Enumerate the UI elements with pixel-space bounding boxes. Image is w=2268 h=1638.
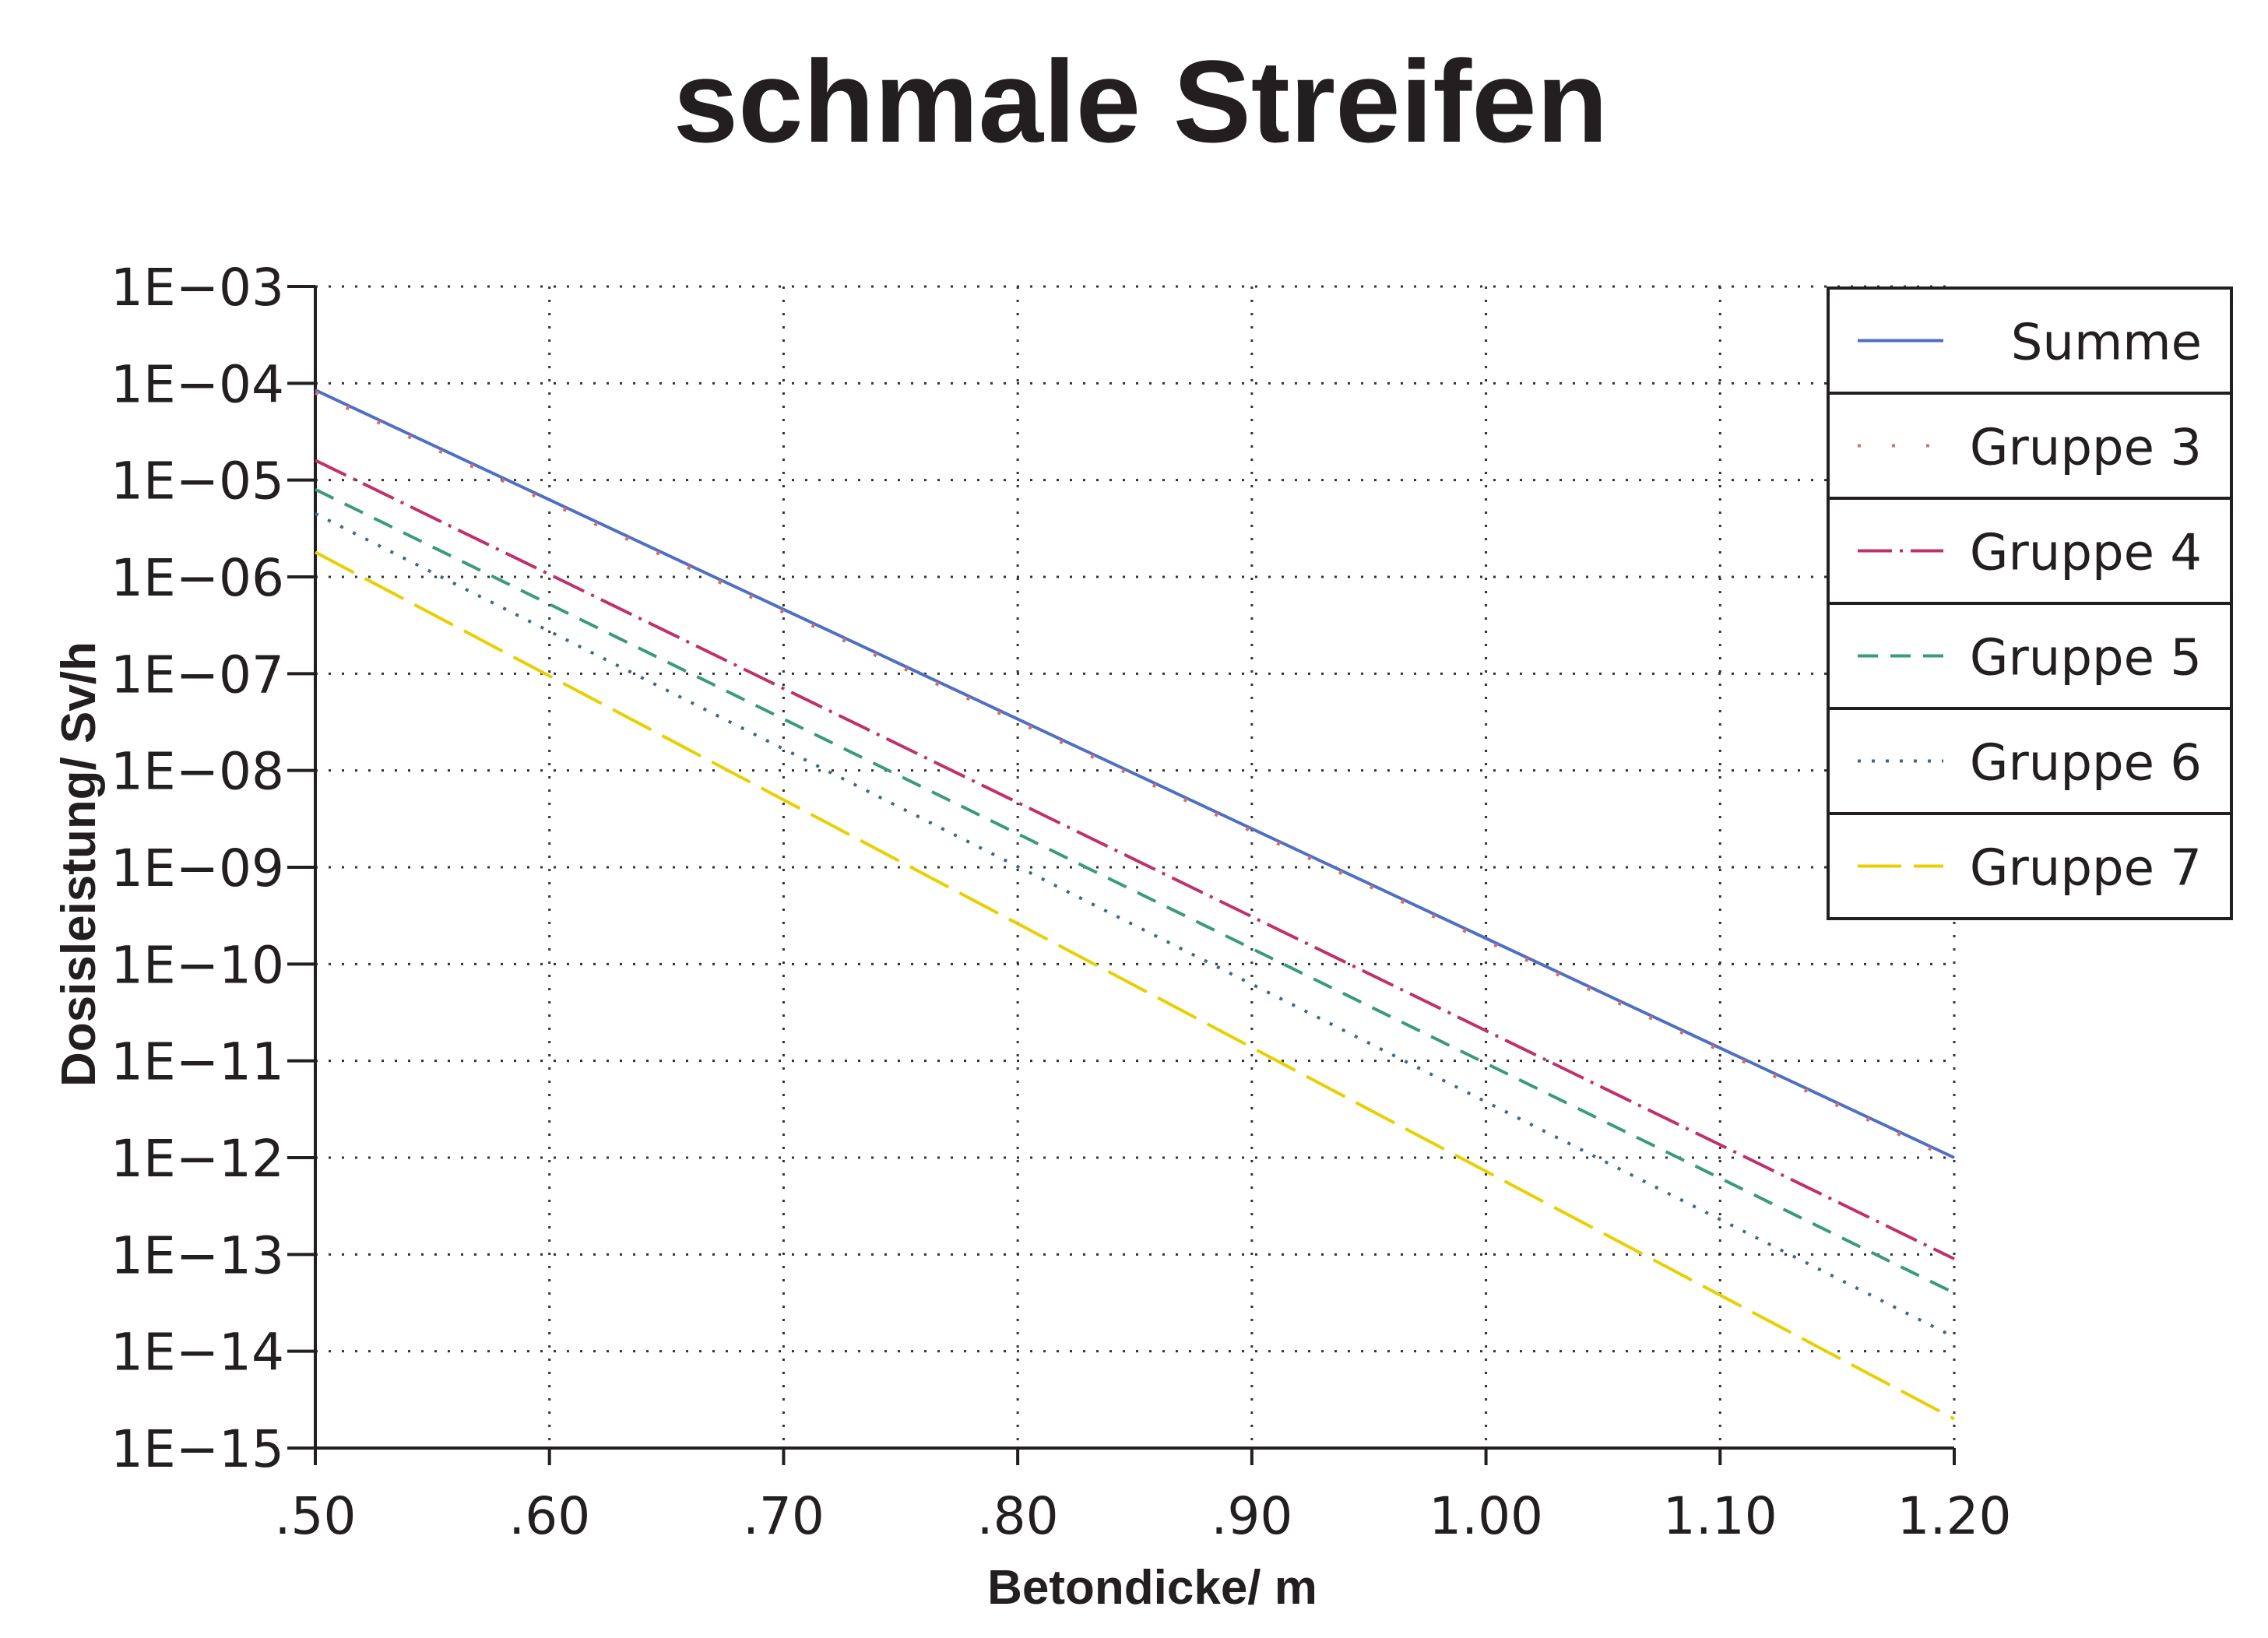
- y-tick-label: 1E−07: [111, 645, 284, 705]
- y-tick-label: 1E−10: [111, 935, 284, 995]
- legend-label: Gruppe 7: [1970, 840, 2202, 898]
- x-tick-label: .50: [275, 1486, 357, 1546]
- series-line-summe: [315, 388, 1955, 1159]
- y-axis-label: Dosisleistung/ Sv/h: [52, 641, 106, 1087]
- x-axis-label: Betondicke/ m: [987, 1561, 1317, 1615]
- legend-label: Gruppe 5: [1970, 630, 2202, 687]
- y-tick-label: 1E−09: [111, 838, 284, 898]
- series-line-gruppe-6: [315, 512, 1955, 1339]
- x-tick-label: .70: [743, 1486, 825, 1546]
- y-tick-label: 1E−15: [111, 1419, 284, 1479]
- series-line-gruppe-5: [315, 487, 1955, 1295]
- legend-label: Gruppe 4: [1970, 525, 2202, 582]
- x-tick-label: 1.10: [1663, 1486, 1777, 1546]
- legend-label: Gruppe 3: [1970, 420, 2202, 477]
- series-line-gruppe-4: [315, 459, 1955, 1260]
- y-tick-label: 1E−08: [111, 742, 284, 802]
- legend-label: Gruppe 6: [1970, 735, 2202, 793]
- legend-label: Summe: [2011, 315, 2202, 372]
- chart-title: schmale Streifen: [673, 36, 1609, 167]
- y-tick-label: 1E−06: [111, 548, 284, 608]
- x-ticks: .50 .60 .70 .80 .90 1.00 1.10 1.20: [275, 1448, 2012, 1546]
- y-tick-label: 1E−05: [111, 452, 284, 511]
- y-tick-label: 1E−14: [111, 1323, 284, 1383]
- series: [314, 388, 1956, 1421]
- y-tick-label: 1E−03: [111, 258, 284, 318]
- series-line-gruppe-7: [315, 550, 1955, 1421]
- x-tick-label: .60: [508, 1486, 590, 1546]
- x-tick-label: 1.00: [1429, 1486, 1543, 1546]
- grid: [315, 285, 1956, 1448]
- y-tick-label: 1E−12: [111, 1129, 284, 1189]
- legend: Summe Gruppe 3 Gruppe 4 Gruppe 5 Gruppe 6 Gru…: [1827, 286, 2233, 920]
- series-line-gruppe-3: [314, 391, 1956, 1162]
- x-tick-label: 1.20: [1897, 1486, 2012, 1546]
- y-tick-label: 1E−04: [111, 354, 284, 414]
- y-ticks: 1E−03 1E−04 1E−05 1E−06 1E−07 1E−08 1E−09 1E−10…: [111, 258, 315, 1479]
- x-tick-label: .80: [977, 1486, 1059, 1546]
- axes: [314, 286, 1954, 1450]
- y-tick-label: 1E−13: [111, 1225, 284, 1285]
- y-tick-label: 1E−11: [111, 1032, 284, 1092]
- x-tick-label: .90: [1211, 1486, 1292, 1546]
